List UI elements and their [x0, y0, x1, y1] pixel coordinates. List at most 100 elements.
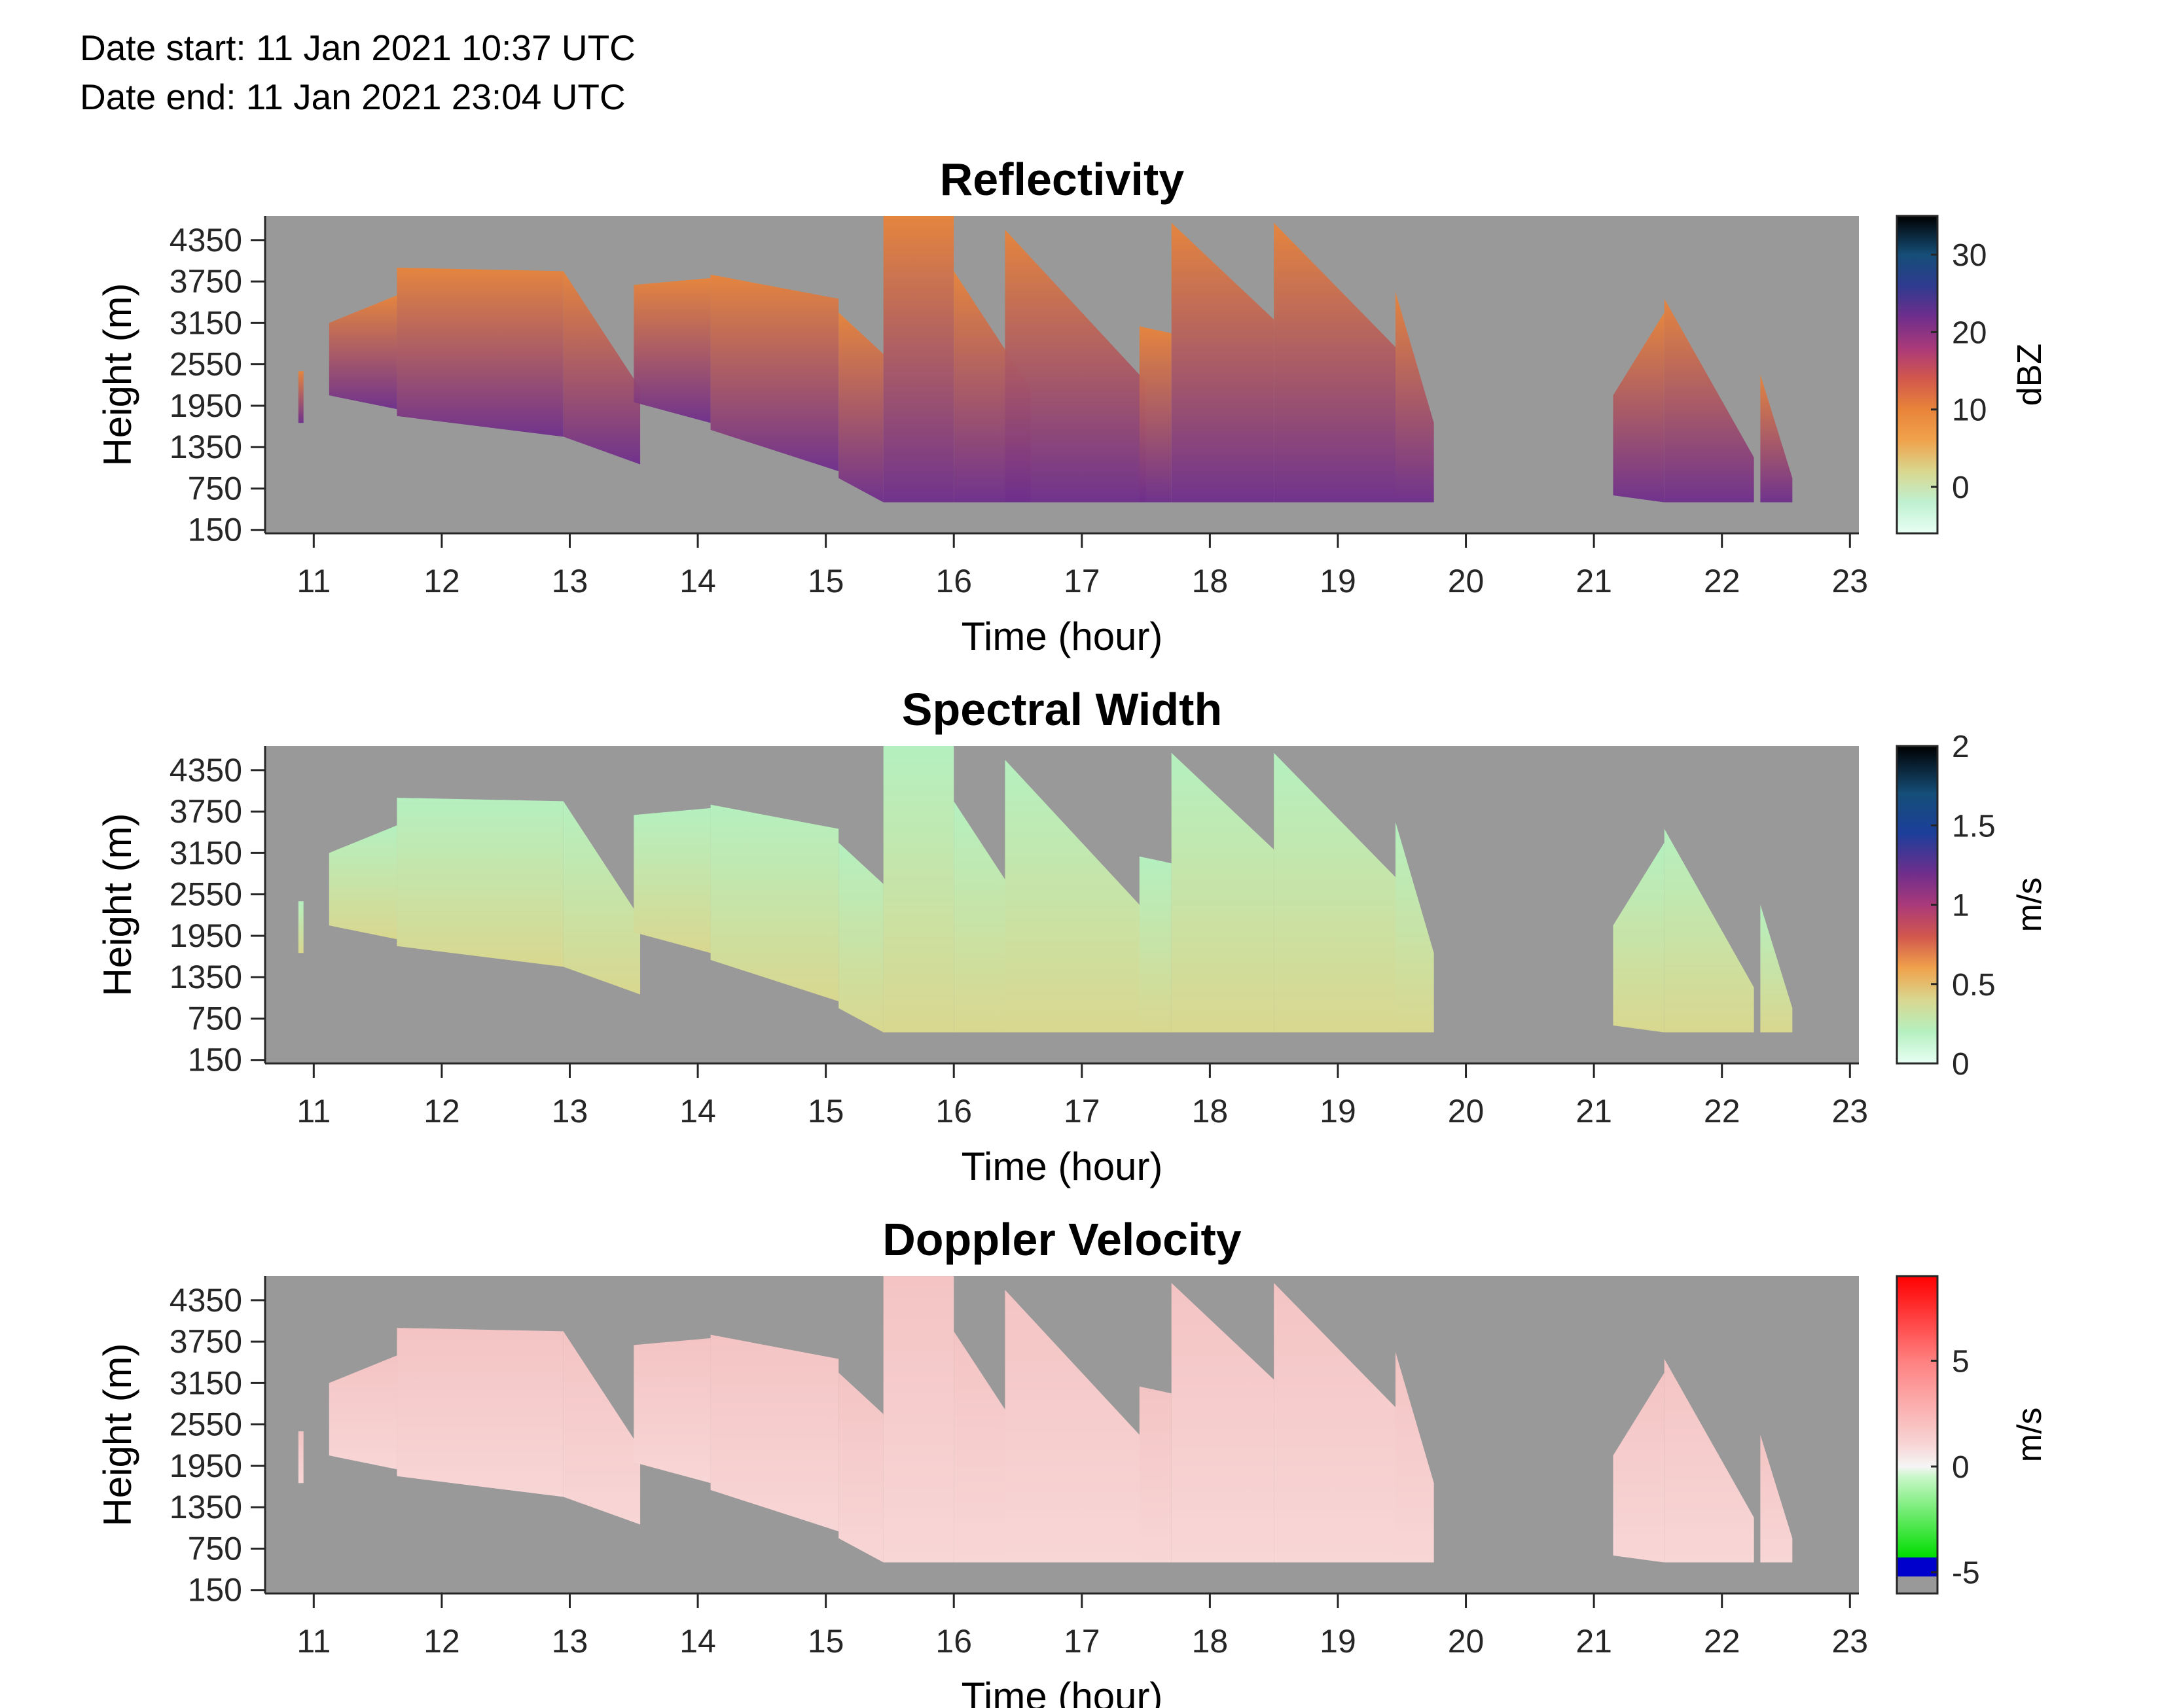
- echo-region: [1274, 1283, 1395, 1563]
- echo-region: [1760, 1434, 1793, 1563]
- spectral-width-y-axis-label: Height (m): [96, 813, 139, 996]
- y-tick-label: 150: [188, 512, 242, 548]
- x-tick-label: 23: [1831, 1623, 1868, 1660]
- y-tick-label: 3750: [170, 1323, 242, 1360]
- colorbar-tick-label: 10: [1952, 393, 1987, 428]
- reflectivity-echo-layer: [298, 216, 1793, 503]
- colorbar-tick-label: 5: [1952, 1344, 1970, 1379]
- colorbar-tick-label: 0: [1952, 1450, 1970, 1485]
- echo-region: [329, 295, 397, 410]
- spectral-width-colorbar-label: m/s: [2011, 878, 2049, 933]
- reflectivity-y-axis-label: Height (m): [96, 283, 139, 466]
- echo-region: [1005, 230, 1146, 503]
- x-tick-label: 12: [423, 563, 460, 599]
- x-tick-label: 22: [1704, 1623, 1740, 1660]
- colorbar-tick-label: 20: [1952, 315, 1987, 350]
- echo-region: [883, 1276, 954, 1563]
- echo-region: [329, 825, 397, 940]
- doppler-velocity-x-axis-label: Time (hour): [962, 1675, 1163, 1708]
- date-start-label: Date start: 11 Jan 2021 10:37 UTC: [80, 27, 636, 68]
- x-tick-label: 13: [552, 1623, 588, 1660]
- x-tick-label: 12: [423, 1623, 460, 1660]
- colorbar-tick-label: 0.5: [1952, 968, 1996, 1003]
- y-tick-label: 4350: [170, 222, 242, 258]
- x-tick-label: 18: [1192, 563, 1229, 599]
- y-tick-label: 3150: [170, 1364, 242, 1401]
- spectral-width-panel: Spectral Width15075013501950255031503750…: [96, 684, 2049, 1188]
- echo-region: [1005, 760, 1146, 1033]
- echo-region: [1613, 842, 1665, 1033]
- y-tick-label: 2550: [170, 346, 242, 383]
- echo-region: [397, 1328, 564, 1497]
- echo-region: [1613, 1372, 1665, 1563]
- echo-region: [563, 1331, 641, 1525]
- colorbar-tick-label: 1: [1952, 889, 1970, 923]
- colorbar-tick-label: 30: [1952, 238, 1987, 273]
- echo-region: [397, 798, 564, 967]
- echo-region: [298, 901, 304, 953]
- panels: Reflectivity1507501350195025503150375043…: [96, 154, 2049, 1708]
- echo-region: [1274, 222, 1395, 503]
- y-tick-label: 1350: [170, 1489, 242, 1525]
- x-tick-label: 17: [1064, 1623, 1100, 1660]
- echo-region: [838, 1372, 884, 1563]
- x-tick-label: 13: [552, 563, 588, 599]
- echo-region: [883, 746, 954, 1033]
- y-tick-label: 2550: [170, 876, 242, 913]
- echo-region: [563, 271, 641, 465]
- reflectivity-x-axis-label: Time (hour): [962, 614, 1163, 658]
- echo-region: [298, 1431, 304, 1484]
- doppler-velocity-title: Doppler Velocity: [882, 1214, 1242, 1265]
- echo-region: [838, 842, 884, 1033]
- y-tick-label: 1350: [170, 959, 242, 995]
- echo-region: [1760, 904, 1793, 1033]
- y-tick-label: 2550: [170, 1406, 242, 1443]
- x-tick-label: 18: [1192, 1623, 1229, 1660]
- echo-region: [838, 312, 884, 503]
- reflectivity-colorbar-label: dBZ: [2011, 344, 2049, 406]
- echo-region: [298, 371, 304, 423]
- x-tick-label: 23: [1831, 1093, 1868, 1130]
- y-tick-label: 3150: [170, 304, 242, 341]
- date-end-label: Date end: 11 Jan 2021 23:04 UTC: [80, 77, 626, 117]
- echo-region: [1139, 1386, 1172, 1563]
- x-tick-label: 20: [1448, 1093, 1485, 1130]
- colorbar-tick-label: 0: [1952, 1047, 1970, 1082]
- y-tick-label: 4350: [170, 752, 242, 789]
- echo-region: [1171, 1283, 1274, 1563]
- x-tick-label: 15: [808, 563, 844, 599]
- x-tick-label: 14: [679, 1623, 716, 1660]
- echo-region: [1139, 856, 1172, 1033]
- y-tick-label: 4350: [170, 1282, 242, 1319]
- echo-region: [634, 277, 711, 423]
- echo-region: [634, 1338, 711, 1484]
- x-tick-label: 21: [1575, 563, 1612, 599]
- colorbar-tick-label: -5: [1952, 1556, 1980, 1591]
- x-tick-label: 21: [1575, 1093, 1612, 1130]
- doppler-velocity-panel: Doppler Velocity150750135019502550315037…: [96, 1214, 2049, 1708]
- x-tick-label: 18: [1192, 1093, 1229, 1130]
- doppler-velocity-colorbar-label: m/s: [2011, 1408, 2049, 1463]
- echo-region: [710, 274, 839, 472]
- echo-region: [1395, 1351, 1434, 1563]
- echo-region: [397, 268, 564, 437]
- spectral-width-colorbar: [1896, 745, 1939, 1065]
- echo-region: [1664, 298, 1754, 503]
- doppler-velocity-y-axis-label: Height (m): [96, 1343, 139, 1526]
- echo-region: [1613, 312, 1665, 503]
- x-tick-label: 17: [1064, 563, 1100, 599]
- spectral-width-echo-layer: [298, 746, 1793, 1033]
- x-tick-label: 22: [1704, 563, 1740, 599]
- x-tick-label: 11: [297, 1093, 331, 1130]
- x-tick-label: 15: [808, 1623, 844, 1660]
- echo-region: [1005, 1290, 1146, 1563]
- x-tick-label: 15: [808, 1093, 844, 1130]
- echo-region: [1171, 222, 1274, 503]
- doppler-velocity-colorbar: [1896, 1275, 1939, 1595]
- echo-region: [1760, 374, 1793, 503]
- x-tick-label: 19: [1320, 563, 1356, 599]
- echo-region: [710, 804, 839, 1002]
- x-tick-label: 21: [1575, 1623, 1612, 1660]
- y-tick-label: 150: [188, 1572, 242, 1609]
- x-tick-label: 19: [1320, 1093, 1356, 1130]
